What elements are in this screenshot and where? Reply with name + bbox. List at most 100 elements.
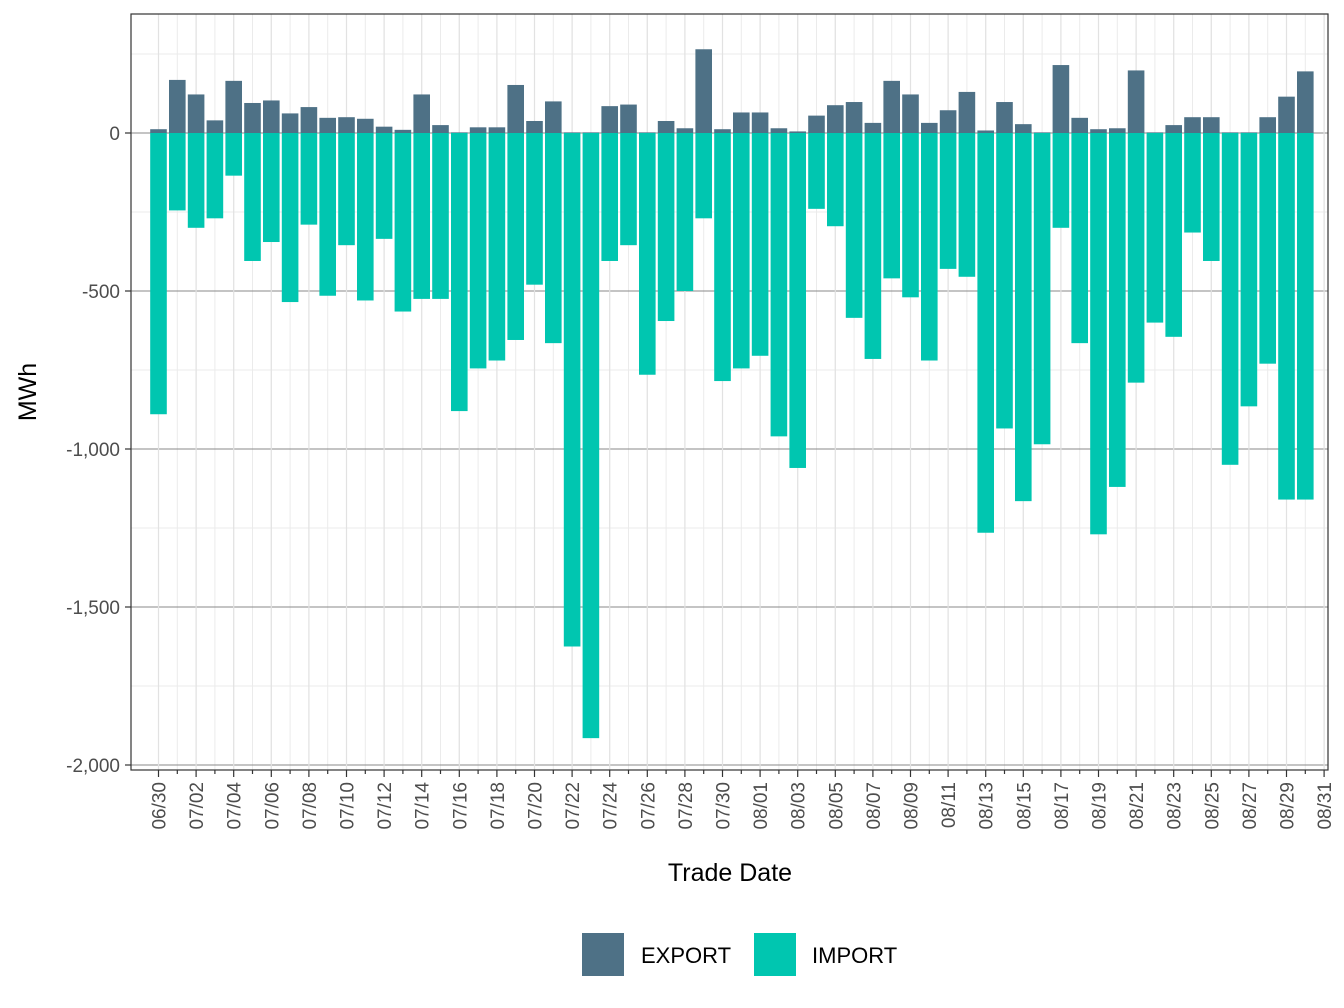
export-bar: [827, 105, 844, 133]
import-bar: [1071, 133, 1088, 344]
export-bar: [394, 129, 412, 133]
export-bar: [1015, 124, 1032, 133]
export-bar: [281, 113, 299, 133]
y-tick-label: -500: [82, 282, 120, 303]
export-bar: [883, 80, 900, 133]
import-bar: [1165, 133, 1182, 337]
export-bar: [263, 100, 280, 133]
import-bar: [977, 133, 994, 533]
export-bar: [977, 130, 994, 133]
x-tick-label: 08/01: [751, 782, 772, 830]
plot-panel-border: [130, 13, 1329, 771]
x-tick-label: 06/30: [150, 782, 171, 830]
import-bar: [1033, 133, 1051, 445]
import-bar: [695, 133, 712, 219]
export-bar: [526, 120, 543, 133]
export-bar: [939, 110, 957, 133]
bars: [150, 49, 1314, 739]
import-bar: [1240, 133, 1258, 407]
export-bar: [1071, 117, 1088, 133]
export-bar: [1052, 65, 1070, 133]
import-bar: [150, 133, 167, 415]
export-bar: [1165, 125, 1182, 133]
import-bar: [714, 133, 731, 382]
import-bar: [883, 133, 900, 279]
x-tick-label: 08/11: [939, 782, 960, 828]
import-bar: [563, 133, 581, 647]
export-bar: [375, 126, 393, 133]
export-bar: [545, 101, 562, 133]
x-tick-label: 07/22: [563, 782, 584, 830]
export-bar: [1259, 117, 1276, 133]
import-bar: [657, 133, 675, 322]
export-bar: [808, 115, 825, 133]
import-bar: [169, 133, 186, 211]
x-tick-label: 07/04: [225, 782, 246, 830]
x-tick-label: 08/03: [789, 782, 810, 830]
import-bar: [281, 133, 299, 303]
x-tick-label: 07/14: [413, 782, 434, 830]
export-bar: [1146, 132, 1164, 133]
export-bar: [1090, 129, 1107, 133]
import-bar: [263, 133, 280, 243]
y-axis: 0 -500 -1,000 -1,500 -2,000: [66, 124, 131, 777]
export-bar: [563, 132, 581, 133]
x-tick-label: 08/27: [1240, 782, 1261, 830]
import-bar: [1278, 133, 1295, 500]
import-bar: [770, 133, 788, 437]
import-bar: [1203, 133, 1220, 261]
export-bar: [432, 125, 449, 133]
import-bar: [1297, 133, 1314, 500]
x-tick-label: 07/02: [187, 782, 208, 830]
import-bar: [958, 133, 976, 277]
import-bar: [639, 133, 656, 375]
import-bar: [582, 133, 600, 739]
export-bar: [751, 112, 769, 133]
export-bar: [639, 132, 656, 133]
x-tick-label: 08/29: [1278, 782, 1299, 830]
import-bar: [206, 133, 224, 219]
import-bar: [394, 133, 412, 312]
legend-export-label: EXPORT: [641, 943, 731, 968]
import-bar: [864, 133, 882, 359]
x-tick-label: 08/15: [1014, 782, 1035, 830]
import-bar: [1109, 133, 1126, 487]
import-bar: [751, 133, 769, 356]
export-bar: [996, 102, 1013, 133]
export-bar: [319, 117, 336, 133]
export-bar: [1127, 70, 1145, 133]
import-bar: [1127, 133, 1145, 383]
export-bar: [338, 117, 355, 133]
import-bar: [620, 133, 637, 246]
export-bar: [902, 94, 919, 133]
export-bar: [1240, 132, 1258, 133]
export-bar: [601, 106, 618, 133]
import-bar: [921, 133, 938, 361]
export-bar: [695, 49, 712, 134]
export-bar: [451, 132, 468, 133]
import-bar: [1090, 133, 1107, 535]
import-bar: [1184, 133, 1201, 233]
y-tick-label: -2,000: [66, 756, 120, 777]
export-bar: [507, 84, 524, 133]
import-bar: [827, 133, 844, 227]
import-bar: [488, 133, 506, 361]
import-bar: [300, 133, 318, 225]
export-bar: [488, 127, 506, 133]
x-tick-label: 08/25: [1202, 782, 1223, 830]
y-tick-label: -1,000: [66, 440, 120, 461]
x-tick-label: 08/07: [864, 782, 885, 830]
export-bar: [864, 122, 882, 133]
export-bar: [582, 132, 600, 133]
export-bar: [620, 104, 637, 133]
x-tick-label: 07/20: [526, 782, 547, 830]
x-tick-label: 08/13: [977, 782, 998, 830]
export-bar: [357, 118, 374, 133]
x-tick-label: 08/05: [826, 782, 847, 830]
export-bar: [714, 129, 731, 133]
import-bar: [338, 133, 355, 246]
import-bar: [789, 133, 806, 468]
export-bar: [300, 107, 318, 133]
export-bar: [1297, 71, 1314, 133]
x-tick-label: 07/28: [676, 782, 697, 830]
